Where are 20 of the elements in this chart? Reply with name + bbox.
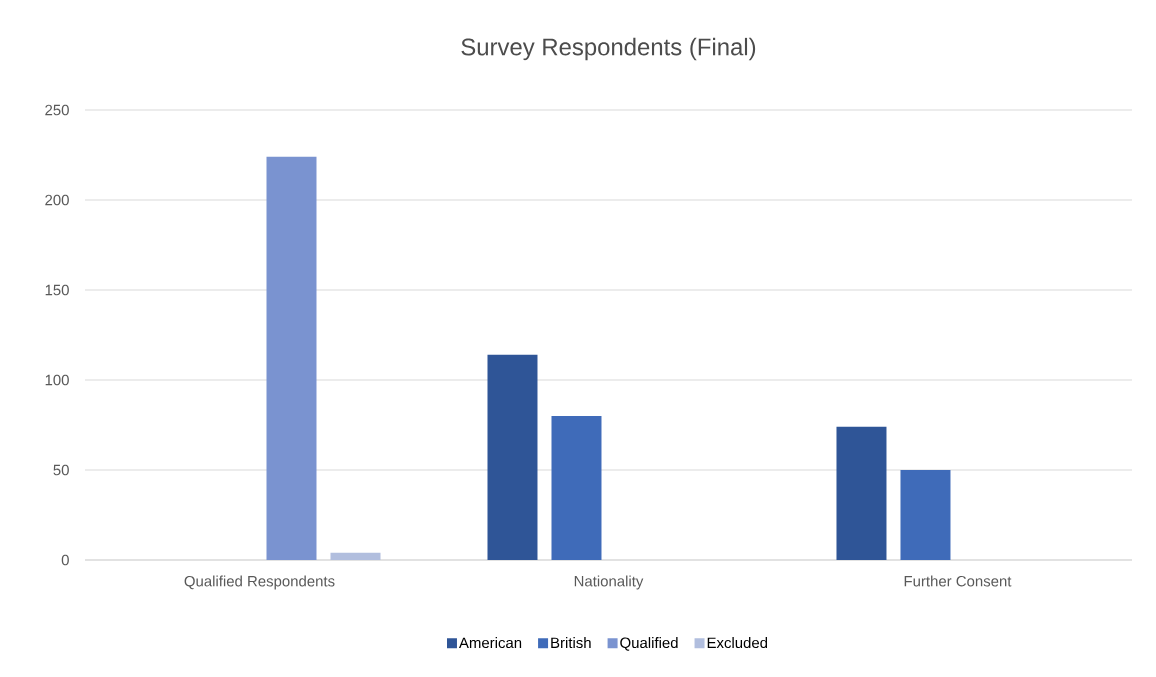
- bar: [330, 552, 381, 560]
- chart-title: Survey Respondents (Final): [461, 37, 756, 61]
- y-tick-label: 50: [53, 464, 69, 476]
- x-tick-label: Qualified Respondents: [184, 575, 335, 590]
- bar: [551, 416, 602, 560]
- bar: [900, 470, 951, 560]
- legend-label: American: [458, 637, 522, 649]
- x-tick-label: Nationality: [574, 575, 644, 590]
- bar: [487, 354, 538, 560]
- y-tick-label: 250: [45, 104, 69, 116]
- y-tick-label: 150: [45, 284, 69, 296]
- legend-label: British: [551, 637, 591, 649]
- y-tick-label: 200: [45, 194, 69, 206]
- legend-label: Qualified: [620, 637, 678, 651]
- y-tick-label: 100: [45, 374, 69, 386]
- y-tick-label: 0: [61, 554, 69, 566]
- bar: [836, 426, 887, 560]
- legend-label: Excluded: [707, 637, 768, 649]
- x-tick-label: Further Consent: [904, 575, 1012, 587]
- bar: [266, 156, 317, 560]
